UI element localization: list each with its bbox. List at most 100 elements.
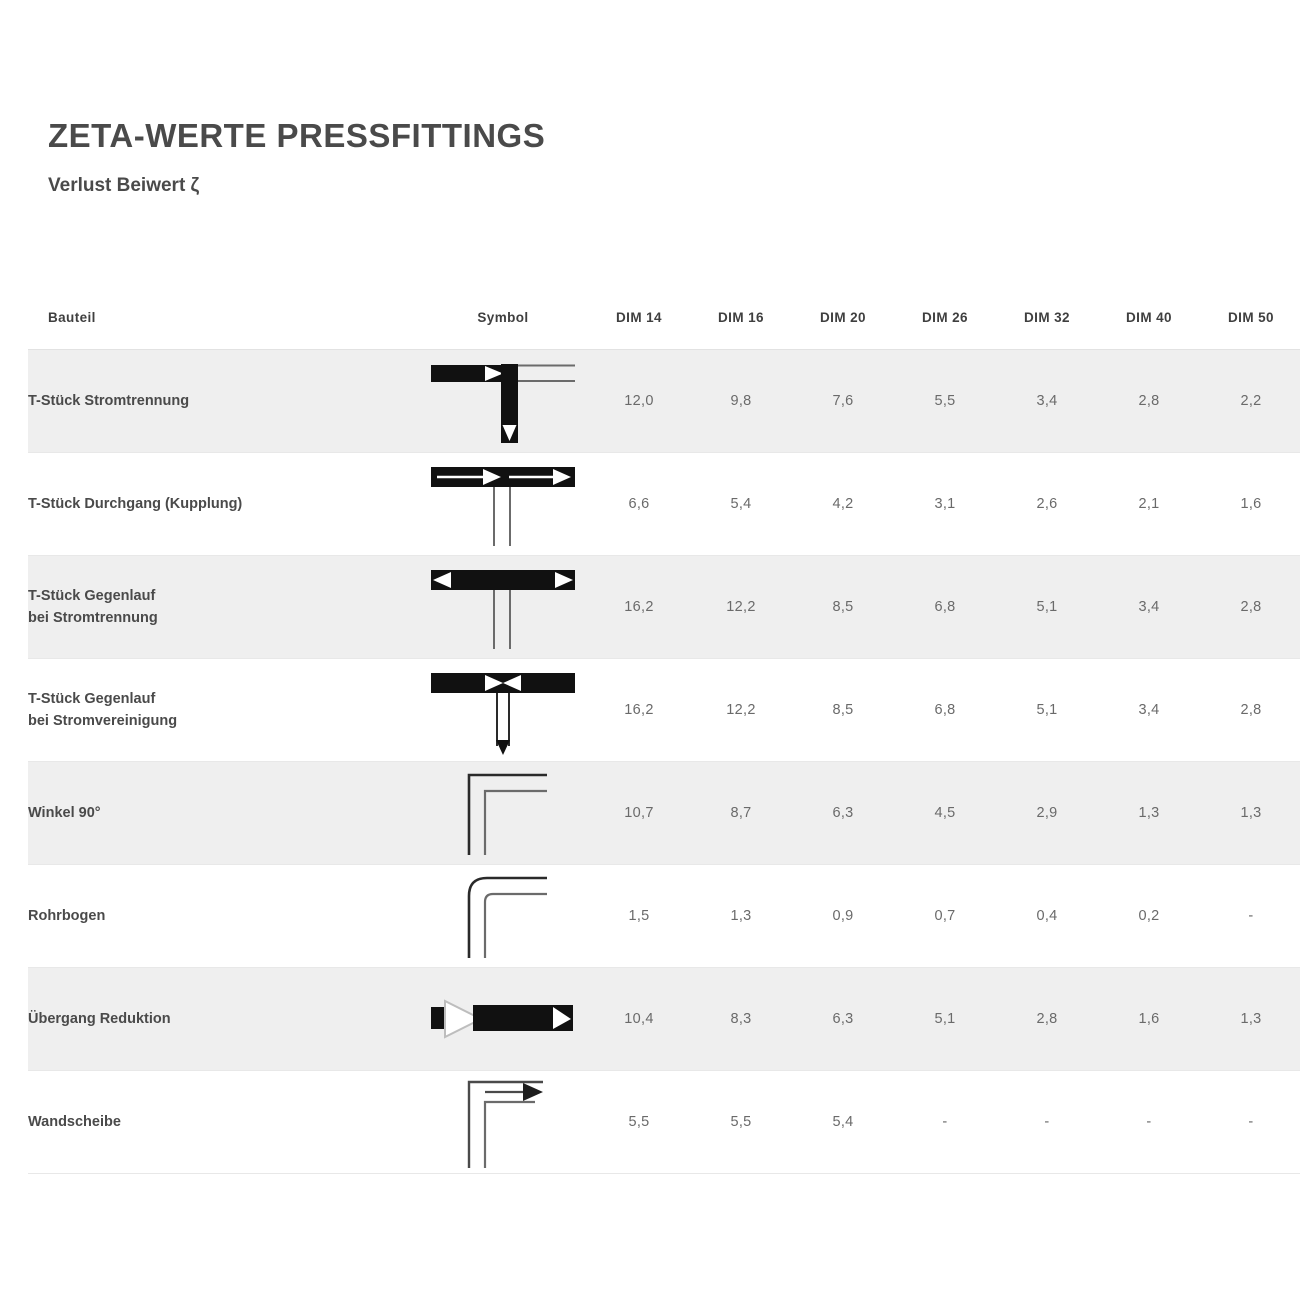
value-dim26: 0,7 xyxy=(894,864,996,968)
value-dim50: 2,8 xyxy=(1200,555,1300,659)
row-label-line-1: Rohrbogen xyxy=(28,907,106,924)
value-dim20: 0,9 xyxy=(792,864,894,968)
tee-straight-through-symbol xyxy=(423,454,583,554)
column-header-dim32: DIM 32 xyxy=(996,288,1098,350)
page-title: ZETA-WERTE PRESSFITTINGS xyxy=(48,117,546,154)
page-subtitle: Verlust Beiwert ζ xyxy=(48,175,200,197)
value-dim14: 5,5 xyxy=(588,1070,690,1174)
value-dim14: 1,5 xyxy=(588,864,690,968)
table-header: Bauteil Symbol DIM 14 DIM 16 DIM 20 DIM … xyxy=(28,288,1300,350)
table-header-row: Bauteil Symbol DIM 14 DIM 16 DIM 20 DIM … xyxy=(28,288,1300,350)
value-dim14: 16,2 xyxy=(588,658,690,762)
row-label-bauteil: T-Stück Durchgang (Kupplung) xyxy=(28,452,418,556)
row-symbol-cell xyxy=(418,555,588,659)
table-body: T-Stück Stromtrennung 12,0 9,8 7,6 5,5 3,4 2,8… xyxy=(28,349,1300,1174)
value-dim50: - xyxy=(1200,1070,1300,1174)
column-header-dim16: DIM 16 xyxy=(690,288,792,350)
value-dim40: - xyxy=(1098,1070,1200,1174)
value-dim32: 5,1 xyxy=(996,555,1098,659)
value-dim16: 8,3 xyxy=(690,967,792,1071)
value-dim16: 12,2 xyxy=(690,555,792,659)
row-symbol-cell xyxy=(418,761,588,865)
table-row: T-Stück Gegenlauf bei Stromtrennung 16,2 12… xyxy=(28,555,1300,659)
value-dim16: 9,8 xyxy=(690,349,792,453)
column-header-bauteil: Bauteil xyxy=(28,288,418,350)
value-dim16: 12,2 xyxy=(690,658,792,762)
row-label-line-2: bei Stromvereinigung xyxy=(28,713,178,729)
column-header-dim20: DIM 20 xyxy=(792,288,894,350)
table-row: Rohrbogen 1,5 1,3 0,9 0,7 0,4 0,2- xyxy=(28,864,1300,968)
value-dim40: 2,1 xyxy=(1098,452,1200,556)
value-dim20: 5,4 xyxy=(792,1070,894,1174)
row-label-line-1: T-Stück Stromtrennung xyxy=(28,392,190,409)
row-label-bauteil: T-Stück Gegenlauf bei Stromtrennung xyxy=(28,555,418,659)
value-dim14: 10,7 xyxy=(588,761,690,865)
value-dim14: 16,2 xyxy=(588,555,690,659)
row-symbol-cell xyxy=(418,1070,588,1174)
value-dim40: 3,4 xyxy=(1098,555,1200,659)
table-row: T-Stück Gegenlauf bei Stromvereinigung 16,… xyxy=(28,658,1300,762)
value-dim50: 2,8 xyxy=(1200,658,1300,762)
value-dim16: 5,4 xyxy=(690,452,792,556)
value-dim16: 8,7 xyxy=(690,761,792,865)
value-dim26: 5,1 xyxy=(894,967,996,1071)
value-dim50: 1,3 xyxy=(1200,967,1300,1071)
value-dim20: 8,5 xyxy=(792,658,894,762)
value-dim50: 2,2 xyxy=(1200,349,1300,453)
value-dim14: 6,6 xyxy=(588,452,690,556)
value-dim32: - xyxy=(996,1070,1098,1174)
value-dim14: 10,4 xyxy=(588,967,690,1071)
value-dim16: 5,5 xyxy=(690,1070,792,1174)
value-dim32: 2,6 xyxy=(996,452,1098,556)
value-dim40: 1,3 xyxy=(1098,761,1200,865)
table-row: Winkel 90° 10,7 8,7 6,3 4,5 2,9 1,3 1,3 xyxy=(28,761,1300,865)
value-dim26: 3,1 xyxy=(894,452,996,556)
row-symbol-cell xyxy=(418,967,588,1071)
table-row: Übergang Reduktion 10,4 8,3 6,3 5,1 2,8 1,6 1,3 xyxy=(28,967,1300,1071)
row-label-bauteil: T-Stück Gegenlauf bei Stromvereinigung xyxy=(28,658,418,762)
row-label-bauteil: Übergang Reduktion xyxy=(28,967,418,1071)
value-dim14: 12,0 xyxy=(588,349,690,453)
value-dim50: 1,3 xyxy=(1200,761,1300,865)
row-label-line-1: T-Stück Gegenlauf xyxy=(28,690,156,707)
value-dim20: 6,3 xyxy=(792,967,894,1071)
value-dim32: 2,8 xyxy=(996,967,1098,1071)
row-label-line-1: T-Stück Gegenlauf xyxy=(28,587,156,604)
value-dim32: 2,9 xyxy=(996,761,1098,865)
table-row: T-Stück Stromtrennung 12,0 9,8 7,6 5,5 3,4 2,8… xyxy=(28,349,1300,453)
value-dim40: 0,2 xyxy=(1098,864,1200,968)
row-label-line-1: Winkel 90° xyxy=(28,804,101,821)
row-symbol-cell xyxy=(418,864,588,968)
value-dim32: 3,4 xyxy=(996,349,1098,453)
column-header-dim40: DIM 40 xyxy=(1098,288,1200,350)
table-row: T-Stück Durchgang (Kupplung) 6,6 5,4 4,2 3,1… xyxy=(28,452,1300,556)
row-symbol-cell xyxy=(418,349,588,453)
tee-counterflow-separation-symbol xyxy=(423,557,583,657)
value-dim26: - xyxy=(894,1070,996,1174)
value-dim32: 0,4 xyxy=(996,864,1098,968)
tee-counterflow-merging-symbol xyxy=(423,660,583,760)
row-label-line-1: Übergang Reduktion xyxy=(28,1010,171,1027)
value-dim20: 7,6 xyxy=(792,349,894,453)
value-dim40: 3,4 xyxy=(1098,658,1200,762)
row-label-bauteil: Winkel 90° xyxy=(28,761,418,865)
column-header-symbol: Symbol xyxy=(418,288,588,350)
wall-plate-symbol xyxy=(423,1072,583,1172)
value-dim40: 2,8 xyxy=(1098,349,1200,453)
page-header: ZETA-WERTE PRESSFITTINGS Verlust Beiwert… xyxy=(0,0,1300,197)
column-header-dim14: DIM 14 xyxy=(588,288,690,350)
table-row: Wandscheibe 5,5 5,5 5,4- - - - xyxy=(28,1070,1300,1174)
reducer-transition-symbol xyxy=(423,969,583,1069)
value-dim16: 1,3 xyxy=(690,864,792,968)
value-dim20: 4,2 xyxy=(792,452,894,556)
value-dim20: 6,3 xyxy=(792,761,894,865)
row-symbol-cell xyxy=(418,658,588,762)
row-label-bauteil: T-Stück Stromtrennung xyxy=(28,349,418,453)
zeta-values-table: Bauteil Symbol DIM 14 DIM 16 DIM 20 DIM … xyxy=(28,288,1300,1174)
column-header-dim26: DIM 26 xyxy=(894,288,996,350)
value-dim26: 4,5 xyxy=(894,761,996,865)
tee-flow-separation-symbol xyxy=(423,351,583,451)
value-dim32: 5,1 xyxy=(996,658,1098,762)
value-dim40: 1,6 xyxy=(1098,967,1200,1071)
